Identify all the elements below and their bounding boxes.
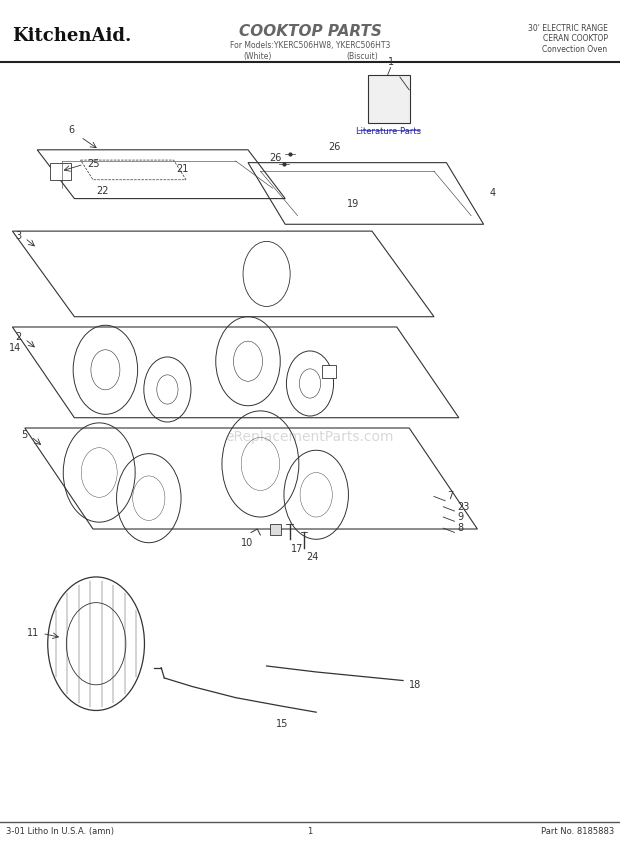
- Text: (Biscuit): (Biscuit): [347, 52, 379, 62]
- Text: 5: 5: [22, 430, 28, 440]
- Text: 1: 1: [388, 56, 394, 67]
- Text: 3-01 Litho In U.S.A. (amn): 3-01 Litho In U.S.A. (amn): [6, 827, 114, 836]
- Text: 6: 6: [68, 125, 74, 135]
- Text: 23: 23: [457, 502, 469, 512]
- Text: 10: 10: [241, 538, 253, 548]
- Text: 4: 4: [490, 187, 496, 198]
- Text: 18: 18: [409, 680, 422, 690]
- Text: 22: 22: [96, 186, 108, 196]
- Text: eReplacementParts.com: eReplacementParts.com: [226, 430, 394, 443]
- Text: For Models:YKERC506HW8, YKERC506HT3: For Models:YKERC506HW8, YKERC506HT3: [230, 41, 390, 51]
- Text: 14: 14: [9, 343, 22, 354]
- FancyBboxPatch shape: [368, 75, 410, 123]
- Text: 9: 9: [457, 512, 463, 522]
- Text: 8: 8: [457, 523, 463, 533]
- Text: 25: 25: [87, 159, 99, 169]
- Bar: [270, 524, 281, 535]
- Text: 24: 24: [306, 552, 319, 562]
- Text: 15: 15: [276, 719, 288, 729]
- Text: 30' ELECTRIC RANGE: 30' ELECTRIC RANGE: [528, 24, 608, 33]
- Text: (White): (White): [243, 52, 272, 62]
- Text: 19: 19: [347, 199, 360, 209]
- Bar: [322, 365, 336, 378]
- Text: KitchenAid.: KitchenAid.: [12, 27, 132, 45]
- Bar: [50, 163, 71, 180]
- Text: COOKTOP PARTS: COOKTOP PARTS: [239, 24, 381, 39]
- Text: 17: 17: [291, 544, 304, 554]
- Text: 1: 1: [308, 827, 312, 836]
- Text: Part No. 8185883: Part No. 8185883: [541, 827, 614, 836]
- Text: 2: 2: [16, 332, 22, 342]
- Text: Literature Parts: Literature Parts: [356, 127, 421, 136]
- Text: 11: 11: [27, 628, 39, 639]
- Text: CERAN COOKTOP: CERAN COOKTOP: [542, 34, 608, 44]
- Text: 7: 7: [448, 491, 454, 502]
- Text: 26: 26: [329, 142, 341, 152]
- Text: 21: 21: [177, 164, 189, 175]
- Text: 3: 3: [16, 231, 22, 241]
- Text: 26: 26: [270, 153, 282, 163]
- Text: Convection Oven: Convection Oven: [542, 45, 608, 54]
